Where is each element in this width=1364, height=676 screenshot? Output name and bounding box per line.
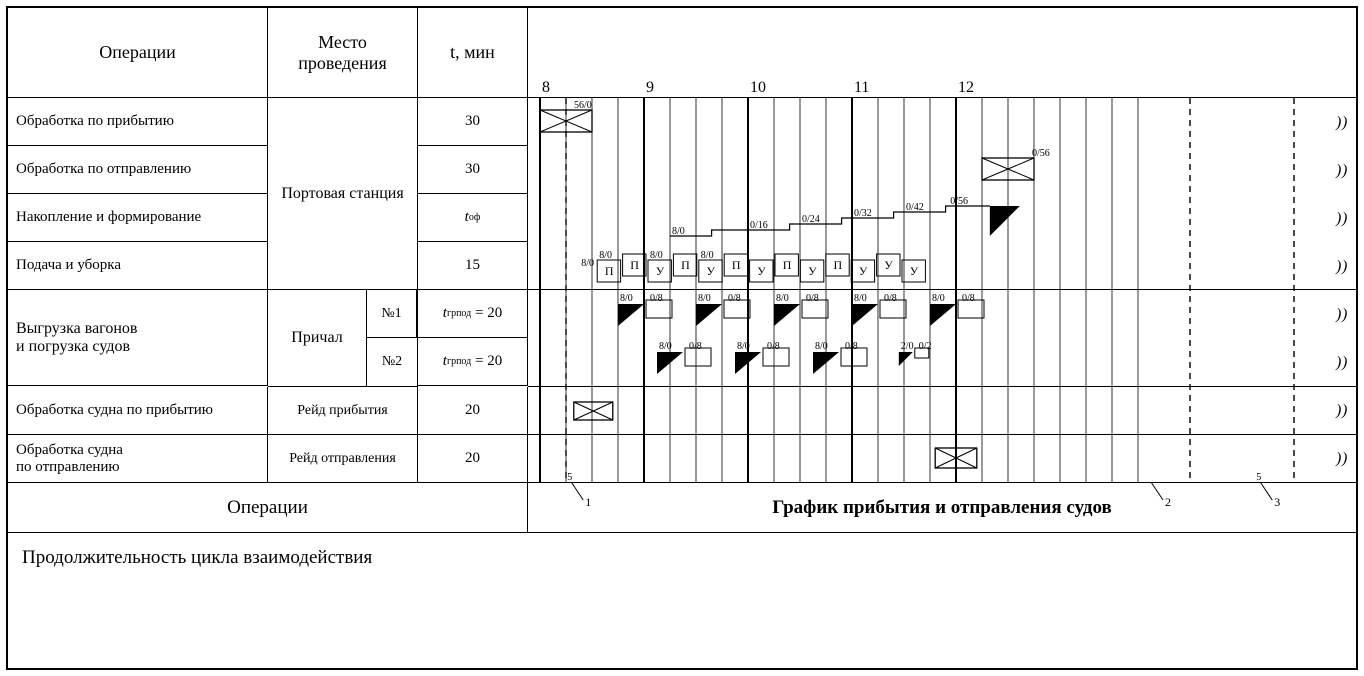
- diagram-frame: Операции Место проведения t, мин Обработ…: [6, 6, 1358, 670]
- t-r7: 20: [418, 435, 528, 482]
- header-location: Место проведения: [268, 8, 418, 97]
- loc-r6: Рейд прибытия: [268, 387, 418, 434]
- chart-slot-6: [528, 387, 1356, 434]
- t-r3: tоф: [418, 194, 528, 242]
- row-7: Обработка судна по отправлению Рейд отпр…: [8, 435, 1356, 483]
- footer-row-1: Операции График прибытия и отправления с…: [8, 483, 1356, 533]
- chart-slot-7: [528, 435, 1356, 482]
- t-r6: 20: [418, 387, 528, 434]
- header-t: t, мин: [418, 8, 528, 97]
- footer-left-2: Продолжительность цикла взаимодействия: [8, 533, 528, 583]
- t-r5b: tгрпод = 20: [418, 338, 528, 386]
- t-r1: 30: [418, 98, 528, 146]
- chart-slot-1-4: [528, 98, 1356, 290]
- header-row: Операции Место проведения t, мин: [8, 8, 1356, 98]
- header-operations: Операции: [8, 8, 268, 97]
- sub-2: №2: [367, 338, 417, 386]
- loc-r7: Рейд отправления: [268, 435, 418, 482]
- footer-right-2: [528, 533, 1356, 583]
- group-port-station: Обработка по прибытию Обработка по отпра…: [8, 98, 1356, 290]
- op-r6: Обработка судна по прибытию: [8, 387, 268, 434]
- op-r7: Обработка судна по отправлению: [8, 435, 268, 482]
- row-6: Обработка судна по прибытию Рейд прибыти…: [8, 387, 1356, 435]
- t-r4: 15: [418, 242, 528, 290]
- op-r2: Обработка по отправлению: [8, 146, 268, 194]
- loc-port-station: Портовая станция: [268, 98, 418, 290]
- footer-right-1: График прибытия и отправления судов: [528, 483, 1356, 532]
- op-r3: Накопление и формирование: [8, 194, 268, 242]
- footer-left-1: Операции: [8, 483, 528, 532]
- t-r2: 30: [418, 146, 528, 194]
- op-r5: Выгрузка вагонов и погрузка судов: [8, 290, 268, 386]
- op-r4: Подача и уборка: [8, 242, 268, 290]
- op-r1: Обработка по прибытию: [8, 98, 268, 146]
- loc-prichal: Причал: [268, 290, 367, 386]
- group-prichal: Выгрузка вагонов и погрузка судов Причал…: [8, 290, 1356, 387]
- sub-1: №1: [367, 290, 417, 338]
- footer-row-2: Продолжительность цикла взаимодействия: [8, 533, 1356, 583]
- header-chart-area: [528, 8, 1356, 97]
- chart-slot-5: [528, 290, 1356, 387]
- t-r5a: tгрпод = 20: [418, 290, 528, 338]
